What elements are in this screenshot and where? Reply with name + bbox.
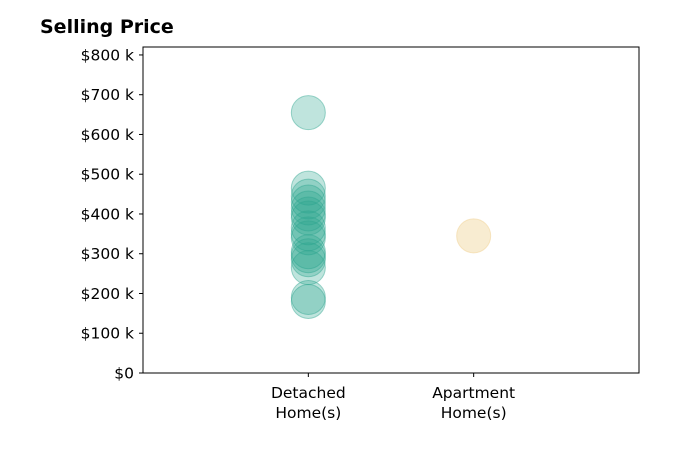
y-tick-label: $600 k <box>81 126 134 144</box>
data-point <box>290 210 326 246</box>
chart-title: Selling Price <box>40 16 174 38</box>
y-tick-label: $500 k <box>81 166 134 184</box>
data-point <box>290 200 326 236</box>
data-point <box>290 242 326 278</box>
data-point <box>456 218 492 254</box>
data-point <box>290 196 326 232</box>
axes-frame <box>142 46 640 374</box>
data-point <box>290 178 326 214</box>
y-tick-label: $700 k <box>81 86 134 104</box>
x-tick-label: Apartment Home(s) <box>432 384 515 422</box>
data-point <box>290 95 326 131</box>
data-point <box>290 190 326 226</box>
x-tick-label: Detached Home(s) <box>271 384 346 422</box>
data-point <box>290 238 326 274</box>
y-tick-label: $0 <box>114 365 134 383</box>
data-point <box>290 170 326 206</box>
y-tick-label: $100 k <box>81 325 134 343</box>
data-point <box>290 234 326 270</box>
y-tick-label: $300 k <box>81 245 134 263</box>
y-tick-label: $200 k <box>81 285 134 303</box>
data-point <box>290 283 326 319</box>
data-point <box>290 216 326 252</box>
data-point <box>290 250 326 286</box>
y-tick-label: $400 k <box>81 205 134 223</box>
data-point <box>290 184 326 220</box>
data-point <box>290 220 326 256</box>
y-tick-label: $800 k <box>81 46 134 64</box>
data-point <box>290 279 326 315</box>
